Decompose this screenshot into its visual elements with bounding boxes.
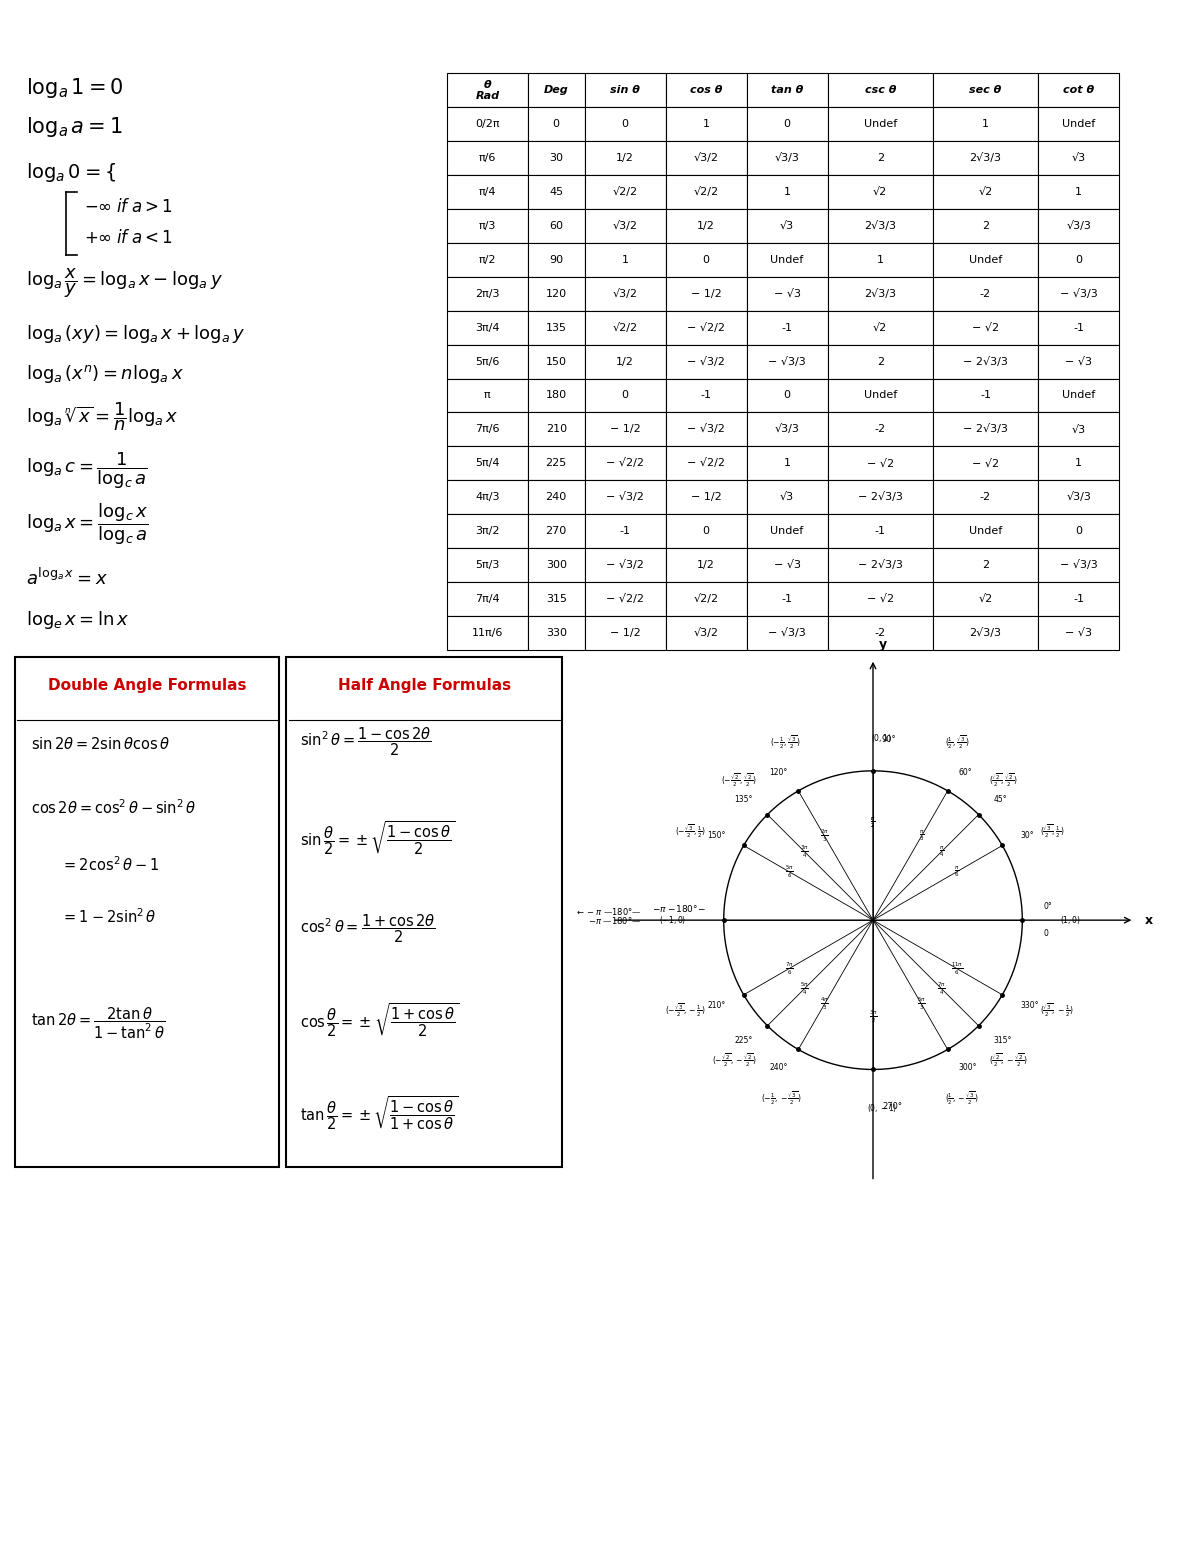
Text: $\frac{2\pi}{3}$: $\frac{2\pi}{3}$ xyxy=(820,828,829,845)
Text: $\log_a 1 = 0$: $\log_a 1 = 0$ xyxy=(26,76,124,99)
Text: $= 2\cos^2\theta - 1$: $= 2\cos^2\theta - 1$ xyxy=(60,856,158,874)
Text: $-\pi$ —180°—: $-\pi$ —180°— xyxy=(588,915,642,926)
Text: 240°: 240° xyxy=(769,1064,788,1072)
Text: $\log_a c = \dfrac{1}{\log_c a}$: $\log_a c = \dfrac{1}{\log_c a}$ xyxy=(26,450,148,491)
Text: $\sin\dfrac{\theta}{2} = \pm\sqrt{\dfrac{1-\cos\theta}{2}}$: $\sin\dfrac{\theta}{2} = \pm\sqrt{\dfrac… xyxy=(300,818,456,857)
Text: $(-\frac{\sqrt{3}}{2},\frac{1}{2})$: $(-\frac{\sqrt{3}}{2},\frac{1}{2})$ xyxy=(674,822,706,840)
Text: $(\frac{\sqrt{2}}{2},-\frac{\sqrt{2}}{2})$: $(\frac{\sqrt{2}}{2},-\frac{\sqrt{2}}{2}… xyxy=(990,1051,1028,1070)
Text: 135°: 135° xyxy=(734,795,752,804)
Text: $(-\frac{\sqrt{2}}{2},-\frac{\sqrt{2}}{2})$: $(-\frac{\sqrt{2}}{2},-\frac{\sqrt{2}}{2… xyxy=(712,1051,756,1070)
Text: $\frac{5\pi}{4}$: $\frac{5\pi}{4}$ xyxy=(800,980,809,997)
Text: $\log_a (x^n) = n\log_a x$: $\log_a (x^n) = n\log_a x$ xyxy=(26,363,185,385)
Text: 150°: 150° xyxy=(707,831,726,840)
Text: $\tan\dfrac{\theta}{2} = \pm\sqrt{\dfrac{1-\cos\theta}{1+\cos\theta}}$: $\tan\dfrac{\theta}{2} = \pm\sqrt{\dfrac… xyxy=(300,1095,458,1132)
Text: 90°: 90° xyxy=(882,735,896,744)
Text: $\frac{\pi}{3}$: $\frac{\pi}{3}$ xyxy=(919,829,924,843)
Text: $(\frac{\sqrt{2}}{2},\frac{\sqrt{2}}{2})$: $(\frac{\sqrt{2}}{2},\frac{\sqrt{2}}{2})… xyxy=(990,770,1019,789)
Text: 330°: 330° xyxy=(1020,1000,1039,1009)
Text: 300°: 300° xyxy=(958,1064,977,1072)
Text: $(0,-1)$: $(0,-1)$ xyxy=(866,1103,898,1115)
Text: x: x xyxy=(1145,913,1153,927)
Text: $\frac{7\pi}{6}$: $\frac{7\pi}{6}$ xyxy=(785,961,793,977)
Text: $(-\frac{\sqrt{2}}{2},\frac{\sqrt{2}}{2})$: $(-\frac{\sqrt{2}}{2},\frac{\sqrt{2}}{2}… xyxy=(721,770,756,789)
Text: $(\frac{\sqrt{3}}{2},-\frac{1}{2})$: $(\frac{\sqrt{3}}{2},-\frac{1}{2})$ xyxy=(1040,1000,1074,1019)
Text: $\cos^2\theta = \dfrac{1+\cos 2\theta}{2}$: $\cos^2\theta = \dfrac{1+\cos 2\theta}{2… xyxy=(300,912,436,944)
Text: $(1,0)$: $(1,0)$ xyxy=(1060,915,1080,926)
Text: $\frac{4\pi}{3}$: $\frac{4\pi}{3}$ xyxy=(820,995,829,1013)
Text: $\frac{5\pi}{6}$: $\frac{5\pi}{6}$ xyxy=(785,863,793,879)
Text: $\frac{\pi}{6}$: $\frac{\pi}{6}$ xyxy=(954,863,960,879)
Text: $\cos\dfrac{\theta}{2} = \pm\sqrt{\dfrac{1+\cos\theta}{2}}$: $\cos\dfrac{\theta}{2} = \pm\sqrt{\dfrac… xyxy=(300,1000,460,1039)
Text: $(\frac{1}{2},-\frac{\sqrt{3}}{2})$: $(\frac{1}{2},-\frac{\sqrt{3}}{2})$ xyxy=(944,1089,979,1107)
Text: $\frac{11\pi}{6}$: $\frac{11\pi}{6}$ xyxy=(952,961,964,977)
Text: $\frac{\pi}{4}$: $\frac{\pi}{4}$ xyxy=(938,845,944,859)
Text: $\log_a (xy) = \log_a x + \log_a y$: $\log_a (xy) = \log_a x + \log_a y$ xyxy=(26,323,246,345)
Text: 45°: 45° xyxy=(994,795,1007,804)
Text: $\frac{7\pi}{4}$: $\frac{7\pi}{4}$ xyxy=(937,980,946,997)
Text: $(-\frac{\sqrt{3}}{2},-\frac{1}{2})$: $(-\frac{\sqrt{3}}{2},-\frac{1}{2})$ xyxy=(666,1000,706,1019)
Text: $\log_a x = \dfrac{\log_c x}{\log_c a}$: $\log_a x = \dfrac{\log_c x}{\log_c a}$ xyxy=(26,502,149,547)
Text: Half Angle Formulas: Half Angle Formulas xyxy=(337,679,511,693)
Text: $\leftarrow -\pi$ —180°—: $\leftarrow -\pi$ —180°— xyxy=(575,905,642,916)
Text: $(0,1)$: $(0,1)$ xyxy=(871,731,893,744)
Text: 315°: 315° xyxy=(994,1036,1012,1045)
Text: $(\frac{\sqrt{3}}{2},\frac{1}{2})$: $(\frac{\sqrt{3}}{2},\frac{1}{2})$ xyxy=(1040,822,1064,840)
Text: y: y xyxy=(878,638,887,651)
Text: Double Angle Formulas: Double Angle Formulas xyxy=(48,679,246,693)
Text: $\frac{\pi}{2}$: $\frac{\pi}{2}$ xyxy=(870,815,876,831)
Text: $\sin 2\theta = 2\sin\theta\cos\theta$: $\sin 2\theta = 2\sin\theta\cos\theta$ xyxy=(31,736,169,752)
Text: $\log_e x = \ln x$: $\log_e x = \ln x$ xyxy=(26,609,130,632)
Text: 270°: 270° xyxy=(882,1103,902,1112)
Text: $\log_a \dfrac{x}{y} = \log_a x - \log_a y$: $\log_a \dfrac{x}{y} = \log_a x - \log_a… xyxy=(26,267,223,300)
Text: $\frac{3\pi}{4}$: $\frac{3\pi}{4}$ xyxy=(800,843,809,860)
Text: $\cos 2\theta = \cos^2\theta - \sin^2\theta$: $\cos 2\theta = \cos^2\theta - \sin^2\th… xyxy=(31,798,197,817)
Text: $= 1 - 2\sin^2\theta$: $= 1 - 2\sin^2\theta$ xyxy=(60,907,156,926)
Text: 60°: 60° xyxy=(958,769,972,776)
Text: $(-\frac{1}{2},-\frac{\sqrt{3}}{2})$: $(-\frac{1}{2},-\frac{\sqrt{3}}{2})$ xyxy=(761,1089,802,1107)
Text: $\frac{\pi}{2}$: $\frac{\pi}{2}$ xyxy=(870,815,876,831)
Text: $(\frac{1}{2},\frac{\sqrt{3}}{2})$: $(\frac{1}{2},\frac{\sqrt{3}}{2})$ xyxy=(944,733,970,752)
Text: $\sin^2\theta = \dfrac{1-\cos 2\theta}{2}$: $\sin^2\theta = \dfrac{1-\cos 2\theta}{2… xyxy=(300,725,432,758)
Text: $\log_a a = 1$: $\log_a a = 1$ xyxy=(26,115,124,140)
Text: $(-\frac{1}{2},\frac{\sqrt{3}}{2})$: $(-\frac{1}{2},\frac{\sqrt{3}}{2})$ xyxy=(770,733,802,752)
Text: $+\infty\; if\; a < 1$: $+\infty\; if\; a < 1$ xyxy=(84,228,173,247)
Text: 0°: 0° xyxy=(1043,902,1052,912)
Text: 120°: 120° xyxy=(769,769,788,776)
Text: $(-1,0)$: $(-1,0)$ xyxy=(659,915,686,926)
Text: $\frac{3\pi}{2}$: $\frac{3\pi}{2}$ xyxy=(869,1009,877,1025)
Text: $-\pi$ $-$180$\degree$$-$: $-\pi$ $-$180$\degree$$-$ xyxy=(652,902,706,913)
Text: $\frac{5\pi}{3}$: $\frac{5\pi}{3}$ xyxy=(917,995,926,1013)
Text: $\log_a \sqrt[n]{x} = \dfrac{1}{n}\log_a x$: $\log_a \sqrt[n]{x} = \dfrac{1}{n}\log_a… xyxy=(26,401,179,433)
Text: 210°: 210° xyxy=(707,1000,726,1009)
Text: $-\infty\; if\; a > 1$: $-\infty\; if\; a > 1$ xyxy=(84,197,173,216)
Text: $a^{\log_a x} = x$: $a^{\log_a x} = x$ xyxy=(26,567,108,589)
Text: $\log_a 0 = \{$: $\log_a 0 = \{$ xyxy=(26,162,116,185)
Text: 0: 0 xyxy=(1043,929,1048,938)
Text: 30°: 30° xyxy=(1020,831,1034,840)
Text: $\tan 2\theta = \dfrac{2\tan\theta}{1-\tan^2\theta}$: $\tan 2\theta = \dfrac{2\tan\theta}{1-\t… xyxy=(31,1006,166,1042)
Text: 225°: 225° xyxy=(734,1036,752,1045)
